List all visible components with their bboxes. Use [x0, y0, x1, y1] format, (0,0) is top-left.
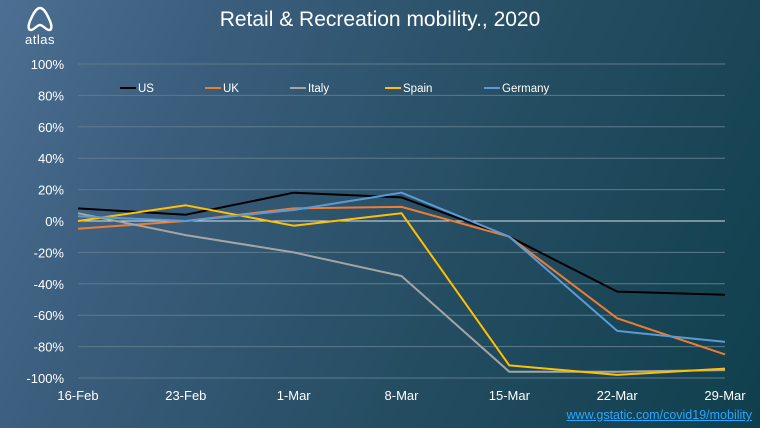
y-tick-label: 40%	[38, 151, 64, 166]
y-tick-label: -60%	[34, 308, 65, 323]
source-link[interactable]: www.gstatic.com/covid19/mobility	[566, 408, 752, 422]
logo-wordmark: atlas	[25, 32, 55, 47]
x-tick-label: 16-Feb	[57, 388, 98, 403]
legend-label-us: US	[138, 83, 154, 95]
x-tick-label: 23-Feb	[165, 388, 206, 403]
series-line-us	[77, 191, 726, 296]
x-tick-label: 15-Mar	[489, 388, 531, 403]
atlas-logo-icon	[27, 6, 53, 32]
atlas-logo: atlas	[16, 6, 64, 50]
y-tick-label: 60%	[38, 120, 64, 135]
y-tick-label: 0%	[45, 214, 64, 229]
y-tick-label: -40%	[34, 277, 65, 292]
x-tick-label: 8-Mar	[385, 388, 420, 403]
y-tick-label: -20%	[34, 245, 65, 260]
x-tick-label: 22-Mar	[597, 388, 639, 403]
y-tick-label: -100%	[26, 371, 64, 386]
x-tick-label: 29-Mar	[704, 388, 746, 403]
y-tick-label: 80%	[38, 88, 64, 103]
y-tick-label: -80%	[34, 340, 65, 355]
legend-label-uk: UK	[223, 83, 239, 95]
legend-label-germany: Germany	[502, 83, 550, 95]
x-tick-label: 1-Mar	[277, 388, 312, 403]
series-line-italy	[77, 212, 726, 373]
legend-label-italy: Italy	[308, 83, 329, 95]
series-line-germany	[77, 191, 726, 343]
chart-title: Retail & Recreation mobility., 2020	[219, 8, 541, 31]
legend-label-spain: Spain	[403, 83, 432, 95]
y-tick-label: 20%	[38, 183, 64, 198]
series-line-spain	[77, 204, 726, 376]
y-tick-label: 100%	[31, 57, 65, 72]
